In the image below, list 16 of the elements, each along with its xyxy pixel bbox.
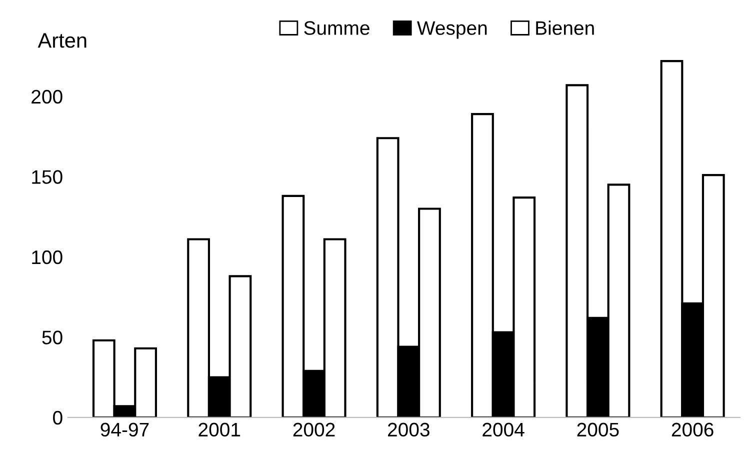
legend-label: Bienen <box>536 20 594 35</box>
y-tick-label: 50 <box>42 330 62 344</box>
x-tick-label: 2004 <box>482 422 524 437</box>
legend-label: Summe <box>304 21 370 35</box>
y-axis-title: Arten <box>38 33 86 48</box>
x-tick-label: 2005 <box>577 422 619 437</box>
x-tick-label: 2001 <box>198 422 240 437</box>
y-tick-label: 150 <box>32 170 62 184</box>
legend-label: Wespen <box>417 21 487 39</box>
x-tick-label: 2006 <box>672 422 714 437</box>
x-tick-label: 94-97 <box>100 422 149 437</box>
y-tick-label: 100 <box>32 250 62 264</box>
y-tick-label: 0 <box>53 410 62 425</box>
x-tick-label: 2002 <box>293 422 335 437</box>
y-tick-label: 200 <box>32 90 62 104</box>
x-tick-label: 2003 <box>388 422 430 437</box>
